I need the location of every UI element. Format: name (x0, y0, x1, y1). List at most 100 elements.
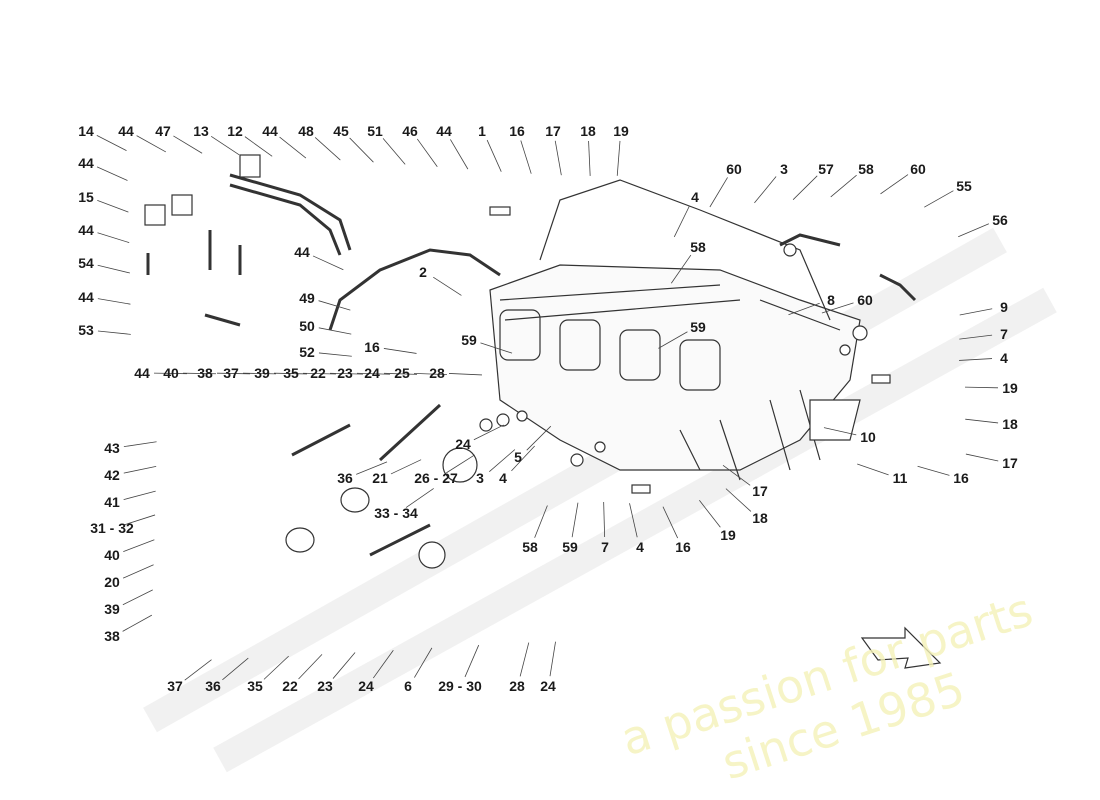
callout-label: 40 (104, 547, 120, 563)
callout-label: 10 (860, 429, 876, 445)
callout-label: 59 (461, 332, 477, 348)
callout-label: 11 (892, 470, 908, 486)
leader-line (725, 488, 752, 512)
leader-line (314, 137, 341, 161)
callout-label: 44 (78, 222, 94, 238)
leader-line (959, 308, 993, 316)
leader-line (965, 453, 999, 462)
callout-label: 44 (294, 244, 310, 260)
leader-line (97, 232, 130, 243)
leader-line (448, 373, 482, 376)
callout-label: 4 (1000, 350, 1008, 366)
callout-label: 51 (367, 123, 383, 139)
leader-line (673, 205, 690, 238)
callout-label: 44 (436, 123, 452, 139)
callout-label: 24 (358, 678, 374, 694)
leader-line (222, 657, 249, 681)
callout-label: 56 (992, 212, 1008, 228)
small-parts (144, 154, 891, 569)
callout-label: 20 (104, 574, 120, 590)
leader-line (242, 372, 276, 375)
leader-line (959, 334, 993, 340)
arrow-right-down-icon (860, 626, 942, 669)
leader-line (534, 505, 548, 538)
callout-label: 43 (104, 440, 120, 456)
leader-line (959, 358, 993, 361)
leader-line (446, 454, 475, 474)
leader-line (372, 650, 394, 679)
leader-line (511, 445, 535, 472)
callout-label: 36 (205, 678, 221, 694)
callout-label: 7 (601, 539, 609, 555)
callout-label: 15 (78, 189, 94, 205)
leader-line (97, 330, 131, 335)
leader-line (880, 174, 909, 195)
leader-line (123, 539, 155, 552)
callout-label: 41 (104, 494, 120, 510)
leader-line (136, 135, 167, 153)
leader-line (413, 372, 447, 375)
leader-line (97, 199, 129, 213)
leader-line (662, 506, 679, 539)
leader-line (754, 176, 777, 204)
callout-label: 48 (298, 123, 314, 139)
leader-line (184, 659, 212, 681)
leader-line (520, 140, 532, 174)
callout-label: 1 (478, 123, 486, 139)
callout-label: 50 (299, 318, 315, 334)
leader-line (123, 514, 156, 526)
leader-line (349, 137, 374, 163)
callout-label: 36 (337, 470, 353, 486)
leader-line (722, 465, 751, 486)
leader-line (96, 166, 128, 181)
leader-line (603, 502, 606, 538)
callout-label: 44 (118, 123, 134, 139)
leader-line (588, 140, 591, 176)
callout-label: 3 (476, 470, 484, 486)
leader-line (122, 589, 153, 606)
callout-label: 25 (394, 365, 410, 381)
callout-label: 22 (282, 678, 298, 694)
leader-line (332, 652, 356, 679)
leader-line (318, 352, 352, 357)
leader-line (263, 655, 289, 680)
leader-line (924, 190, 954, 208)
leader-line (965, 386, 999, 389)
callout-label: 17 (1002, 455, 1018, 471)
callout-label: 39 (104, 601, 120, 617)
callout-label: 9 (1000, 299, 1008, 315)
callout-label: 52 (299, 344, 315, 360)
callout-label: 29 - 30 (438, 678, 482, 694)
leader-line (302, 372, 336, 375)
callout-label: 18 (752, 510, 768, 526)
callout-label: 42 (104, 467, 120, 483)
callout-label: 4 (499, 470, 507, 486)
callout-label: 46 (402, 123, 418, 139)
callout-label: 18 (580, 123, 596, 139)
callout-label: 19 (613, 123, 629, 139)
callout-label: 44 (262, 123, 278, 139)
callout-label: 33 - 34 (374, 505, 418, 521)
callout-label: 17 (752, 483, 768, 499)
callout-label: 19 (1002, 380, 1018, 396)
leader-lines (96, 135, 999, 681)
leader-line (709, 177, 728, 208)
leader-line (958, 223, 990, 238)
leader-line (96, 135, 127, 151)
leader-line (788, 302, 820, 316)
callout-label: 5 (514, 449, 522, 465)
leader-line (273, 372, 307, 375)
callout-label: 24 (455, 436, 471, 452)
leader-line (210, 135, 240, 156)
leader-line (464, 644, 480, 678)
callout-label: 31 - 32 (90, 520, 134, 536)
callout-label: 24 (364, 365, 380, 381)
leader-line (182, 372, 217, 375)
callout-label: 8 (827, 292, 835, 308)
callout-label: 12 (227, 123, 243, 139)
leader-line (123, 441, 157, 448)
leader-line (97, 264, 130, 274)
leader-line (830, 174, 857, 198)
leader-line (356, 372, 390, 375)
leader-line (318, 327, 352, 335)
